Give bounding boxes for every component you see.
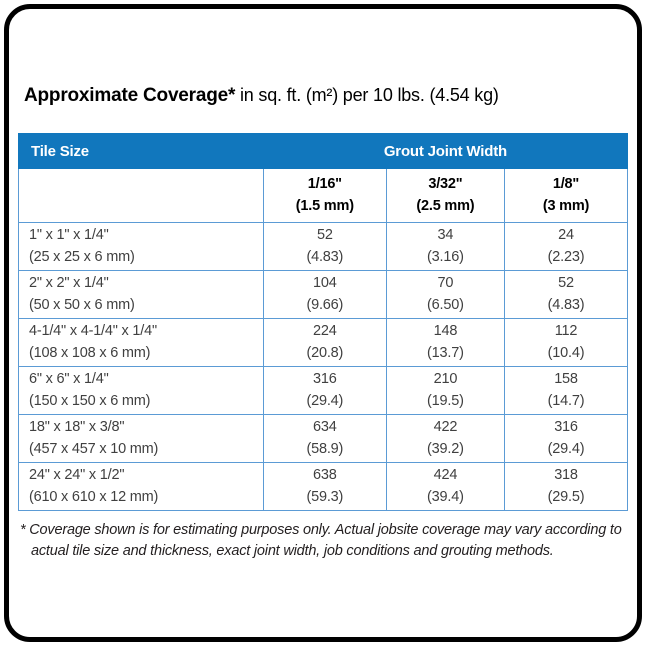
coverage-m2: (10.4) [547,344,585,361]
coverage-sqft: 422 [433,419,458,436]
page-title-units: in sq. ft. (m²) per 10 lbs. (4.54 kg) [235,85,499,105]
coverage-footnote: * Coverage shown is for estimating purpo… [20,522,622,560]
tile-size-imperial: 18" x 18" x 3/8" [29,419,125,436]
tile-size-cell: 2" x 2" x 1/4" (50 x 50 x 6 mm) [18,270,264,319]
coverage-cell: 316 (29.4) [262,366,387,415]
coverage-sqft: 638 [313,467,337,484]
coverage-m2: (59.3) [306,488,344,505]
tile-size-cell: 18" x 18" x 3/8" (457 x 457 x 10 mm) [18,414,264,463]
coverage-m2: (29.4) [306,392,344,409]
coverage-m2: (58.9) [306,440,344,457]
column-header-3-32: 3/32" (2.5 mm) [385,168,505,223]
coverage-cell: 638 (59.3) [262,462,387,511]
coverage-cell: 52 (4.83) [503,270,629,319]
column-metric-label: (2.5 mm) [416,197,475,214]
tile-size-metric: (50 x 50 x 6 mm) [29,296,135,313]
coverage-sqft: 224 [313,323,337,340]
coverage-cell: 318 (29.5) [503,462,629,511]
coverage-cell: 424 (39.4) [385,462,505,511]
column-header-1-8: 1/8" (3 mm) [503,168,629,223]
tile-size-metric: (610 x 610 x 12 mm) [29,488,159,505]
coverage-cell: 52 (4.83) [262,222,387,271]
table-header-row: Tile Size Grout Joint Width [18,133,629,169]
table-row: 18" x 18" x 3/8" (457 x 457 x 10 mm) 634… [18,414,629,463]
coverage-cell: 112 (10.4) [503,318,629,367]
coverage-m2: (29.4) [547,440,585,457]
coverage-m2: (4.83) [306,248,344,265]
coverage-m2: (14.7) [547,392,585,409]
coverage-m2: (20.8) [306,344,344,361]
coverage-sqft: 634 [313,419,337,436]
coverage-m2: (29.5) [547,488,585,505]
coverage-cell: 158 (14.7) [503,366,629,415]
column-width-label: 1/8" [552,176,580,193]
table-row: 6" x 6" x 1/4" (150 x 150 x 6 mm) 316 (2… [18,366,629,415]
coverage-cell: 70 (6.50) [385,270,505,319]
tile-size-cell: 24" x 24" x 1/2" (610 x 610 x 12 mm) [18,462,264,511]
coverage-m2: (3.16) [427,248,464,265]
table-row: 24" x 24" x 1/2" (610 x 610 x 12 mm) 638… [18,462,629,511]
coverage-cell: 148 (13.7) [385,318,505,367]
table-row: 1" x 1" x 1/4" (25 x 25 x 6 mm) 52 (4.83… [18,222,629,271]
column-width-label: 3/32" [428,176,463,193]
coverage-cell: 224 (20.8) [262,318,387,367]
header-grout-joint-width: Grout Joint Width [262,133,629,169]
coverage-cell: 422 (39.2) [385,414,505,463]
coverage-sqft: 424 [433,467,458,484]
coverage-m2: (39.4) [427,488,464,505]
coverage-cell: 316 (29.4) [503,414,629,463]
tile-size-metric: (108 x 108 x 6 mm) [29,344,151,361]
table-row: 2" x 2" x 1/4" (50 x 50 x 6 mm) 104 (9.6… [18,270,629,319]
table-subheader-row: 1/16" (1.5 mm) 3/32" (2.5 mm) 1/8" (3 mm… [18,168,629,223]
tile-size-metric: (25 x 25 x 6 mm) [29,248,135,265]
coverage-m2: (4.83) [547,296,585,313]
coverage-sqft: 34 [437,227,454,244]
page-title: Approximate Coverage* in sq. ft. (m²) pe… [24,85,499,107]
column-metric-label: (3 mm) [542,197,590,214]
tile-size-imperial: 6" x 6" x 1/4" [29,371,109,388]
tile-size-imperial: 1" x 1" x 1/4" [29,227,109,244]
tile-size-cell: 4-1/4" x 4-1/4" x 1/4" (108 x 108 x 6 mm… [18,318,264,367]
coverage-sqft: 104 [313,275,337,292]
tile-size-metric: (150 x 150 x 6 mm) [29,392,151,409]
tile-size-cell: 6" x 6" x 1/4" (150 x 150 x 6 mm) [18,366,264,415]
page-title-bold: Approximate Coverage* [24,85,236,106]
tile-size-cell: 1" x 1" x 1/4" (25 x 25 x 6 mm) [18,222,264,271]
coverage-sqft: 158 [554,371,578,388]
coverage-m2: (39.2) [427,440,464,457]
column-width-label: 1/16" [307,176,342,193]
tile-size-metric: (457 x 457 x 10 mm) [29,440,159,457]
column-header-1-16: 1/16" (1.5 mm) [262,168,387,223]
coverage-m2: (6.50) [427,296,464,313]
column-metric-label: (1.5 mm) [295,197,354,214]
table-row: 4-1/4" x 4-1/4" x 1/4" (108 x 108 x 6 mm… [18,318,629,367]
coverage-table: Tile Size Grout Joint Width 1/16" (1.5 m… [18,133,629,511]
coverage-sqft: 318 [554,467,578,484]
coverage-m2: (2.23) [547,248,585,265]
coverage-sqft: 70 [437,275,454,292]
coverage-sqft: 210 [433,371,458,388]
subheader-empty-cell [18,168,264,223]
coverage-sqft: 316 [554,419,578,436]
coverage-cell: 634 (58.9) [262,414,387,463]
coverage-m2: (9.66) [306,296,344,313]
coverage-cell: 210 (19.5) [385,366,505,415]
tile-size-imperial: 24" x 24" x 1/2" [29,467,125,484]
coverage-m2: (19.5) [427,392,464,409]
coverage-m2: (13.7) [427,344,464,361]
coverage-sqft: 112 [554,323,578,340]
coverage-cell: 24 (2.23) [503,222,629,271]
coverage-sqft: 52 [558,275,574,292]
tile-size-imperial: 4-1/4" x 4-1/4" x 1/4" [29,323,157,340]
coverage-sqft: 24 [558,227,574,244]
coverage-cell: 34 (3.16) [385,222,505,271]
coverage-sqft: 148 [433,323,458,340]
coverage-sqft: 316 [313,371,337,388]
coverage-cell: 104 (9.66) [262,270,387,319]
coverage-sqft: 52 [316,227,333,244]
header-tile-size: Tile Size [18,133,264,169]
tile-size-imperial: 2" x 2" x 1/4" [29,275,109,292]
